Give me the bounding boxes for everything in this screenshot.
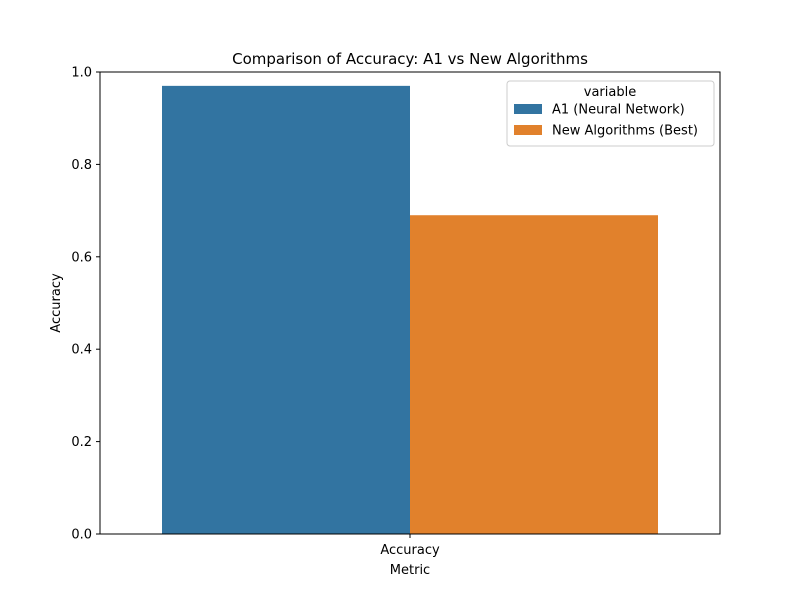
x-tick-label: Accuracy: [380, 543, 440, 558]
x-axis: Accuracy: [380, 534, 440, 558]
bar: [410, 215, 658, 534]
y-tick-label: 0.2: [71, 435, 92, 450]
y-tick-label: 1.0: [71, 66, 92, 81]
legend-label: A1 (Neural Network): [552, 103, 685, 118]
y-tick-label: 0.0: [71, 528, 92, 543]
legend-label: New Algorithms (Best): [552, 124, 698, 139]
legend-swatch: [514, 104, 542, 114]
chart-title: Comparison of Accuracy: A1 vs New Algori…: [232, 50, 588, 68]
legend-title: variable: [584, 85, 636, 100]
legend-box: [506, 80, 715, 147]
y-axis-label: Accuracy: [49, 273, 64, 333]
y-tick-label: 0.8: [71, 158, 92, 173]
bars-layer: [162, 85, 658, 535]
legend-items: A1 (Neural Network) New Algorithms (Best): [514, 103, 698, 139]
legend-swatch: [514, 125, 542, 135]
x-axis-label: Metric: [390, 563, 430, 578]
bar: [162, 85, 410, 535]
legend: variable A1 (Neural Network) New Algorith…: [506, 80, 715, 147]
y-tick-label: 0.6: [71, 250, 92, 265]
y-tick-label: 0.4: [71, 343, 92, 358]
y-axis: 0.0 0.2 0.4 0.6 0.8 1.0: [71, 66, 100, 543]
